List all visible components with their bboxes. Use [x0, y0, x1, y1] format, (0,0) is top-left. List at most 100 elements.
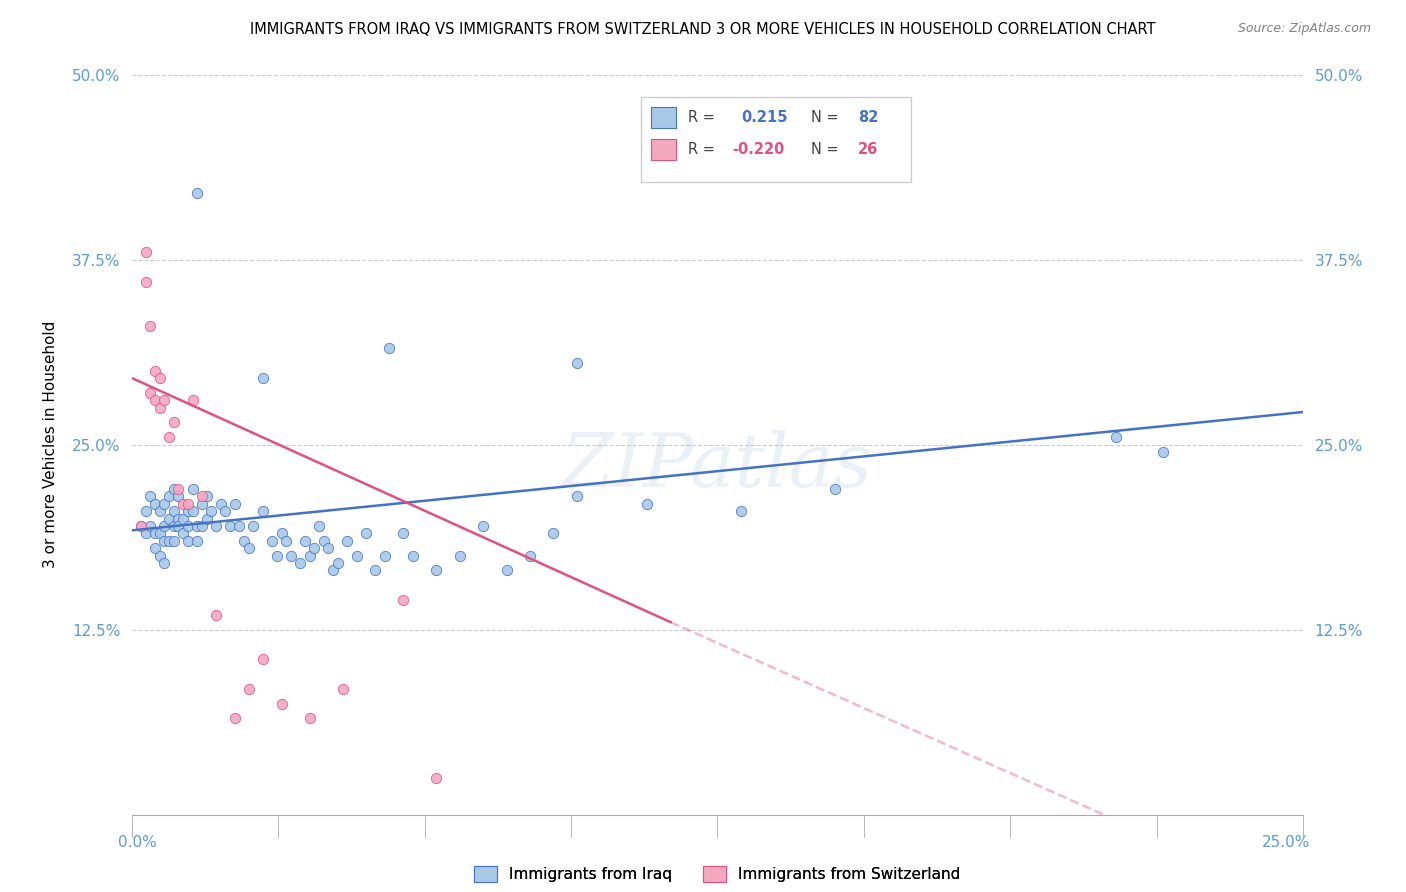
Point [186, 519, 208, 533]
Point [219, 519, 242, 533]
Point [195, 511, 218, 525]
Text: R =: R = [688, 110, 716, 125]
Point [252, 652, 274, 666]
Point [1152, 445, 1174, 459]
Point [157, 489, 180, 503]
Point [636, 497, 658, 511]
Point [214, 504, 236, 518]
Point [298, 549, 321, 563]
Bar [651, 139, 676, 160]
Point [143, 497, 166, 511]
Point [186, 186, 208, 200]
Text: -0.220: -0.220 [733, 142, 785, 157]
Point [224, 497, 246, 511]
Point [242, 519, 264, 533]
Point [270, 697, 292, 711]
Point [294, 533, 316, 548]
Text: ZIPatlas: ZIPatlas [562, 431, 873, 503]
Point [167, 489, 190, 503]
Point [139, 319, 162, 334]
Point [209, 497, 232, 511]
Point [149, 371, 172, 385]
Point [425, 771, 447, 785]
Point [181, 393, 204, 408]
Point [191, 489, 214, 503]
Point [163, 519, 186, 533]
Point [143, 541, 166, 556]
Point [280, 549, 302, 563]
Point [266, 549, 288, 563]
Point [228, 519, 250, 533]
Text: 0.215: 0.215 [741, 110, 787, 125]
Point [177, 519, 200, 533]
Point [354, 526, 377, 541]
Point [172, 526, 194, 541]
Point [153, 497, 176, 511]
Point [519, 549, 541, 563]
Point [153, 533, 176, 548]
Point [346, 549, 368, 563]
Point [304, 541, 326, 556]
Point [312, 533, 335, 548]
Point [276, 533, 298, 548]
Point [149, 526, 172, 541]
Point [322, 563, 344, 577]
Point [332, 681, 354, 696]
Point [449, 549, 471, 563]
Text: N =: N = [811, 142, 839, 157]
Point [149, 504, 172, 518]
Point [181, 504, 204, 518]
Point [318, 541, 340, 556]
Point [167, 511, 190, 525]
Point [565, 489, 588, 503]
Point [167, 482, 190, 496]
Point [200, 504, 222, 518]
Point [143, 526, 166, 541]
Point [392, 526, 415, 541]
Point [392, 593, 415, 607]
Legend: Immigrants from Iraq, Immigrants from Switzerland: Immigrants from Iraq, Immigrants from Sw… [468, 860, 967, 888]
Point [135, 275, 157, 289]
Point [290, 556, 312, 570]
Bar [641, 96, 911, 182]
Point [143, 393, 166, 408]
Text: 0.0%: 0.0% [118, 836, 157, 850]
Point [153, 556, 176, 570]
Text: 25.0%: 25.0% [1263, 836, 1310, 850]
Point [402, 549, 425, 563]
Text: 82: 82 [858, 110, 879, 125]
Point [233, 533, 256, 548]
Point [186, 533, 208, 548]
Point [177, 504, 200, 518]
Point [262, 533, 284, 548]
Text: R =: R = [688, 142, 716, 157]
Point [157, 430, 180, 444]
Point [308, 519, 330, 533]
Point [252, 371, 274, 385]
Point [298, 711, 321, 725]
Point [177, 533, 200, 548]
Point [149, 549, 172, 563]
Point [191, 519, 214, 533]
Point [495, 563, 517, 577]
Point [129, 519, 152, 533]
Point [167, 519, 190, 533]
Text: IMMIGRANTS FROM IRAQ VS IMMIGRANTS FROM SWITZERLAND 3 OR MORE VEHICLES IN HOUSEH: IMMIGRANTS FROM IRAQ VS IMMIGRANTS FROM … [250, 22, 1156, 37]
Point [149, 401, 172, 415]
Point [205, 607, 228, 622]
Point [163, 504, 186, 518]
Point [172, 497, 194, 511]
Point [270, 526, 292, 541]
Point [224, 711, 246, 725]
Point [364, 563, 387, 577]
Point [326, 556, 349, 570]
Point [824, 482, 846, 496]
Point [135, 245, 157, 260]
Point [472, 519, 495, 533]
Text: Source: ZipAtlas.com: Source: ZipAtlas.com [1237, 22, 1371, 36]
Point [177, 497, 200, 511]
Text: 26: 26 [858, 142, 879, 157]
Point [565, 356, 588, 370]
Point [195, 489, 218, 503]
Point [336, 533, 359, 548]
